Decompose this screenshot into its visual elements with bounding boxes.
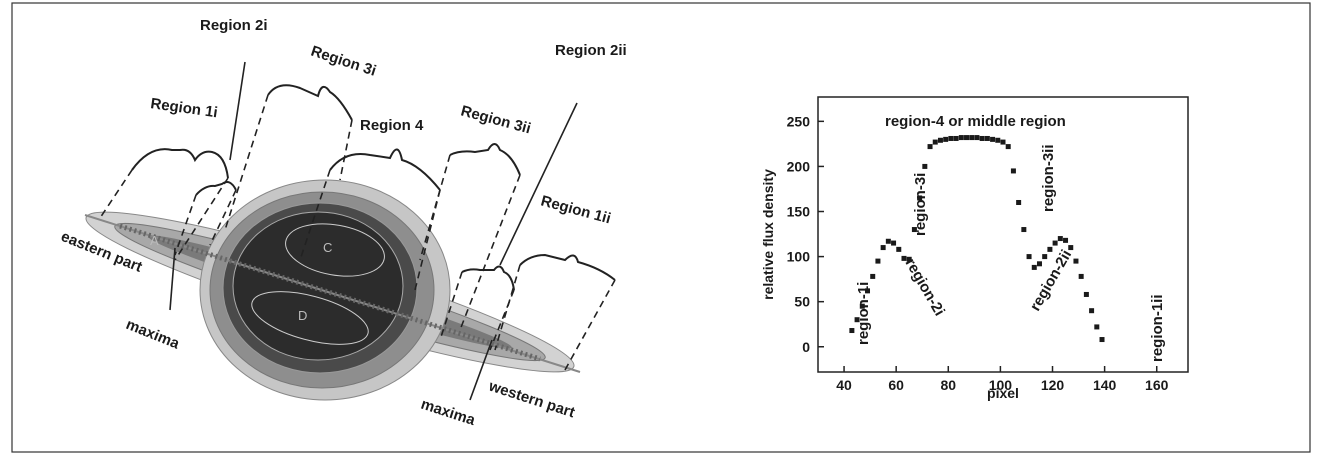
x-tick-label: 160	[1145, 377, 1169, 393]
region-label: Region 1ii	[539, 192, 613, 227]
data-point	[1094, 324, 1099, 329]
data-point	[985, 136, 990, 141]
data-point	[1016, 200, 1021, 205]
data-point	[1006, 144, 1011, 149]
data-point	[1063, 238, 1068, 243]
data-point	[1079, 274, 1084, 279]
region-label: Region 2ii	[555, 42, 627, 59]
data-point	[917, 195, 922, 200]
data-point	[901, 256, 906, 261]
data-point	[969, 135, 974, 140]
region-label: Region 3i	[309, 43, 378, 80]
data-point	[922, 164, 927, 169]
figure: Region 1i Region 2i Region 3i Region 4 Regio…	[0, 0, 1321, 456]
data-point	[943, 137, 948, 142]
y-tick-label: 0	[802, 339, 810, 355]
data-point	[1037, 261, 1042, 266]
region-label: Region 4	[360, 117, 424, 134]
x-tick-label: 40	[836, 377, 852, 393]
annotation: region-2ii	[1027, 247, 1075, 314]
data-point	[875, 259, 880, 264]
data-point	[933, 140, 938, 145]
annotation: region-2i	[902, 256, 948, 319]
data-point	[1032, 265, 1037, 270]
y-tick-label: 150	[787, 204, 811, 220]
region-label: Region 2i	[200, 17, 268, 34]
annotation: region-1ii	[1149, 294, 1166, 362]
data-point	[964, 135, 969, 140]
y-tick-label: 100	[787, 249, 811, 265]
data-point	[928, 144, 933, 149]
region-label: Region 3ii	[459, 102, 533, 137]
data-point	[896, 247, 901, 252]
data-point	[980, 136, 985, 141]
region-label: Region 1i	[149, 95, 218, 121]
data-point	[849, 328, 854, 333]
data-point	[948, 136, 953, 141]
data-point	[1068, 245, 1073, 250]
data-point	[860, 304, 865, 309]
maxima-label: maxima	[124, 316, 183, 353]
data-point	[1047, 247, 1052, 252]
data-point	[912, 227, 917, 232]
data-point	[1073, 259, 1078, 264]
galaxy-image	[77, 180, 582, 400]
data-point	[1001, 140, 1006, 145]
data-point	[886, 239, 891, 244]
plot-frame	[818, 97, 1188, 372]
y-tick-label: 200	[787, 158, 811, 174]
data-point	[990, 137, 995, 142]
data-point	[1100, 337, 1105, 342]
x-tick-label: 60	[888, 377, 904, 393]
data-point	[1027, 254, 1032, 259]
data-point	[974, 135, 979, 140]
data-point	[1084, 292, 1089, 297]
data-point	[1021, 227, 1026, 232]
data-point	[954, 136, 959, 141]
data-point	[907, 257, 912, 262]
data-point	[1042, 254, 1047, 259]
part-label: western part	[486, 377, 577, 421]
data-point	[995, 138, 1000, 143]
annotation: region-4 or middle region	[885, 113, 1066, 130]
data-point	[1053, 241, 1058, 246]
data-point	[1089, 308, 1094, 313]
x-tick-label: 140	[1093, 377, 1117, 393]
data-point	[938, 138, 943, 143]
data-point	[881, 245, 886, 250]
data-point	[959, 135, 964, 140]
data-point	[865, 288, 870, 293]
point-label: C	[323, 240, 332, 255]
point-label: A	[150, 233, 159, 248]
data-point	[855, 317, 860, 322]
data-point	[1058, 236, 1063, 241]
y-axis-label: relative flux density	[760, 169, 776, 300]
point-label: D	[298, 308, 307, 323]
x-axis-label: pixel	[987, 385, 1019, 401]
data-point	[870, 274, 875, 279]
annotation: region-3ii	[1040, 144, 1057, 212]
y-tick-label: 50	[794, 294, 810, 310]
x-tick-label: 80	[940, 377, 956, 393]
maxima-label: maxima	[419, 396, 478, 430]
data-point	[891, 241, 896, 246]
y-tick-label: 250	[787, 113, 811, 129]
annotation: region-3i	[912, 173, 929, 236]
x-tick-label: 120	[1041, 377, 1065, 393]
data-point	[1011, 168, 1016, 173]
